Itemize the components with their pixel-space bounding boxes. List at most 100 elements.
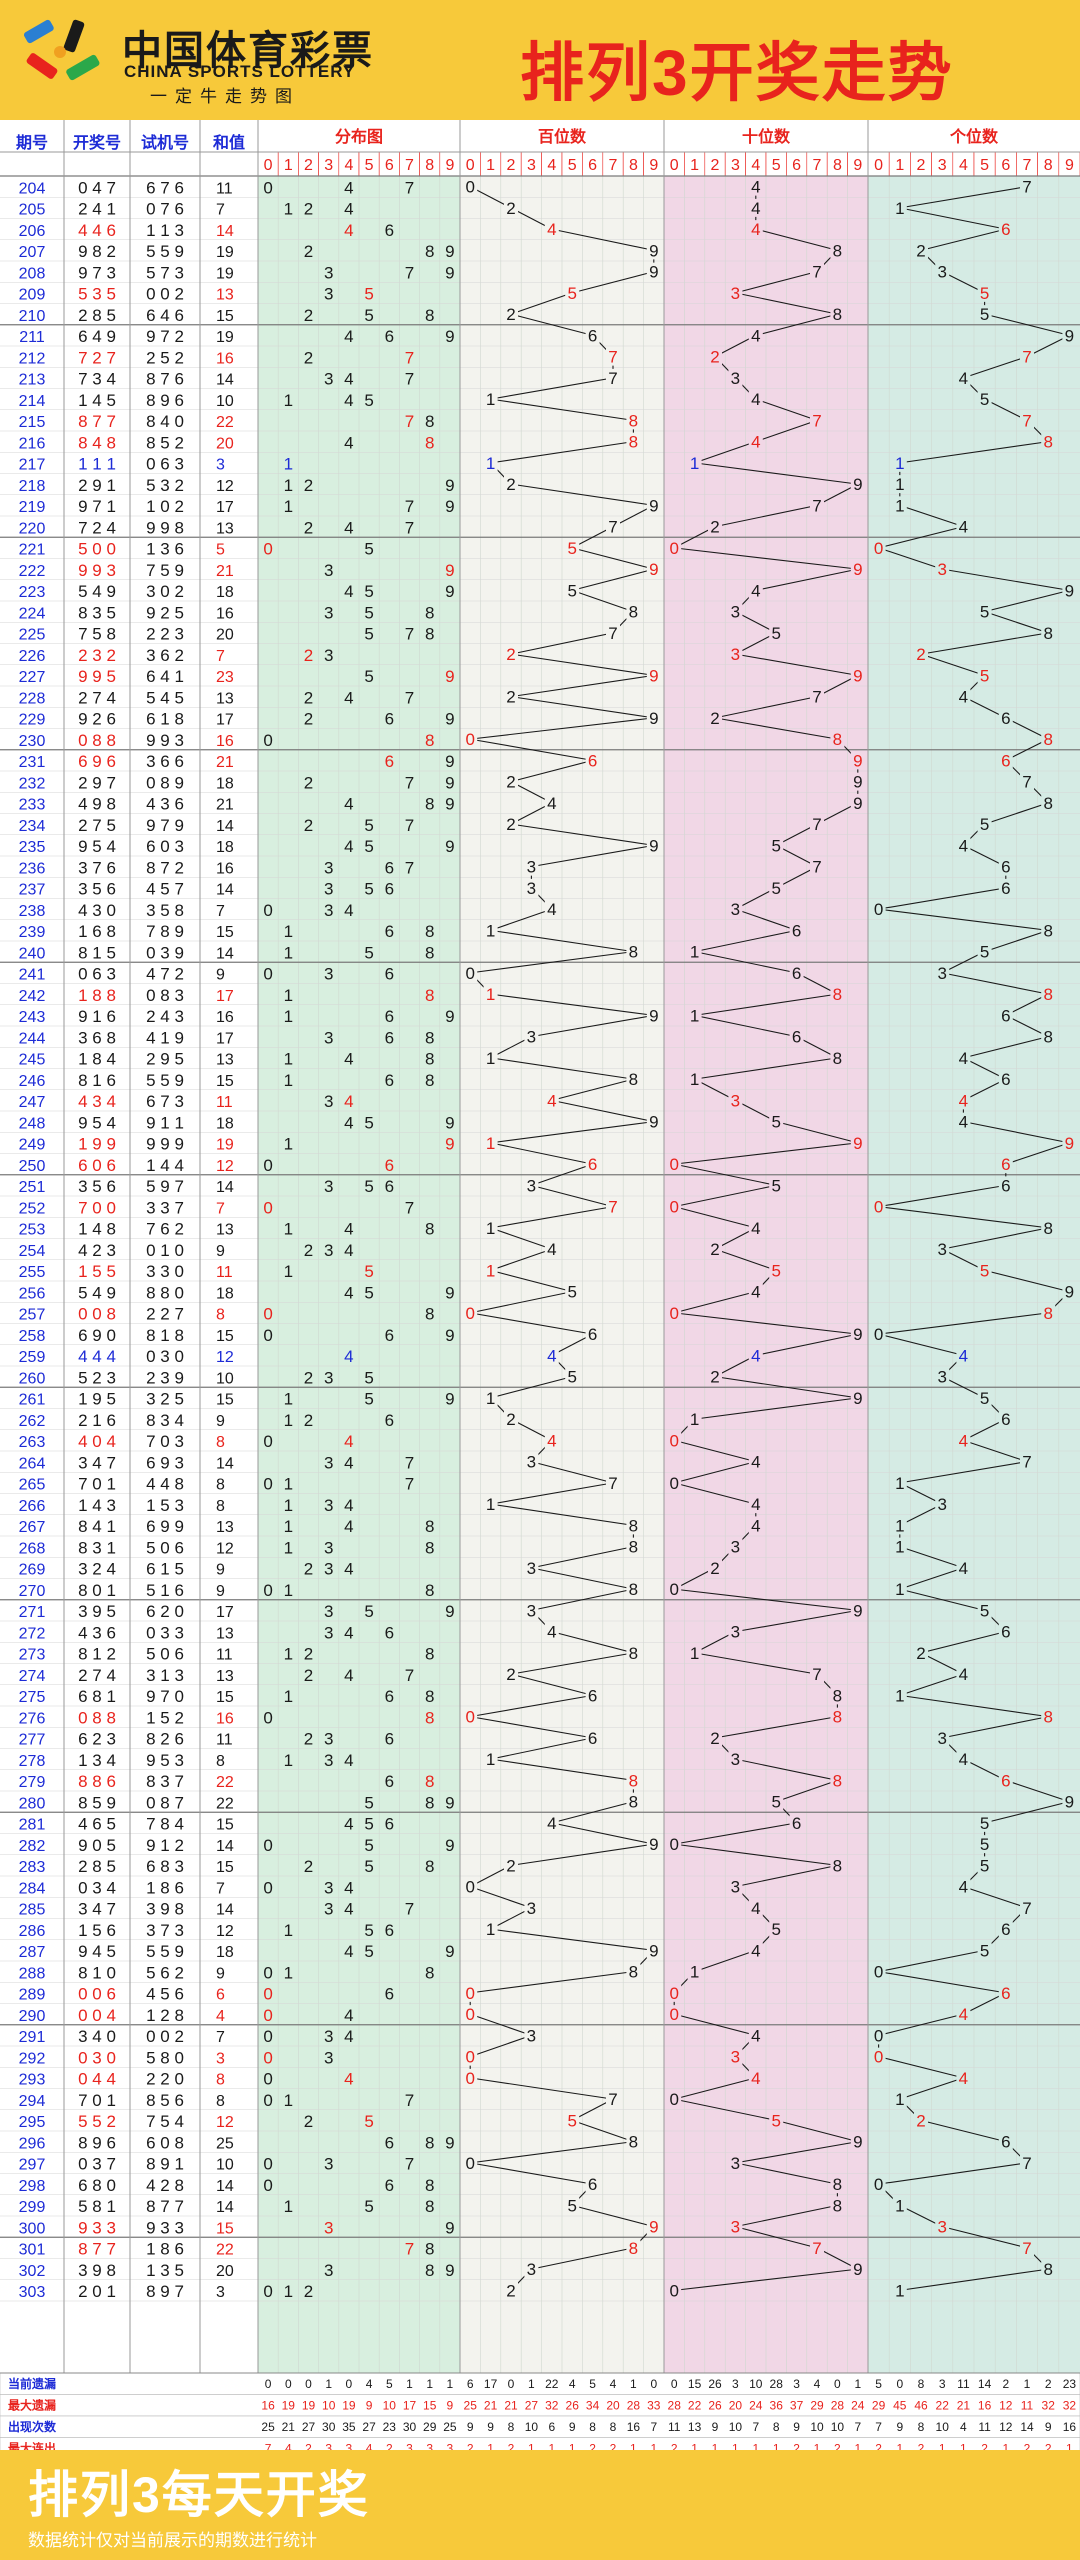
trend-line [878,887,1006,910]
trial-number: 0 3 3 [146,1623,184,1642]
trend-digit-bg [748,1346,763,1365]
distribution-digit: 8 [425,2261,434,2280]
period-label: 283 [19,1859,46,1876]
trend-line [490,377,614,400]
draw-number: 7 0 1 [78,2091,116,2110]
trend-digit: 4 [751,390,760,409]
trend-digit: 3 [527,858,536,877]
trend-digit: 1 [486,1920,495,1939]
trend-digit-bg [1041,1303,1056,1322]
distribution-digit: 1 [284,1687,293,1706]
column-header: 期号 [16,133,48,152]
trend-line [531,1014,654,1038]
trend-digit: 8 [833,730,842,749]
stats-value: 19 [302,2399,316,2413]
stats-value: 3 [732,2377,739,2391]
distribution-digit: 6 [385,1007,394,1026]
trend-line [878,908,1049,931]
stats-value: 1 [896,2442,903,2451]
stats-value: 3 [406,2442,413,2451]
trend-digit: 0 [465,2154,474,2173]
distribution-digit: 1 [284,986,293,1005]
trial-number: 2 4 3 [146,1007,184,1026]
trend-line [963,1992,1007,2015]
period-label: 213 [19,372,46,389]
header: 中国体育彩票 CHINA SPORTS LOTTERY 一定牛走势图 排列3开奖… [0,0,1080,120]
trend-line [984,313,1070,336]
trend-line [490,1269,573,1293]
period-label: 287 [19,1944,46,1961]
trend-digit: 5 [567,581,576,600]
distribution-digit: 1 [284,1921,293,1940]
trend-digit-bg [871,2026,886,2045]
distribution-digit: 7 [405,816,414,835]
stats-value: 4 [285,2442,292,2451]
trend-digit-bg [687,1962,702,1981]
trend-digit: 9 [853,1134,862,1153]
trend-digit: 3 [731,1538,740,1557]
digit-header: 3 [527,157,536,174]
stats-value: 27 [525,2399,539,2413]
trend-digit: 5 [771,1261,780,1280]
stats-value: 2 [875,2442,882,2451]
distribution-digit: 3 [324,2155,333,2174]
trend-line [735,2204,838,2228]
trend-line [694,1057,838,1080]
trend-digit-bg [708,708,722,727]
period-label: 236 [19,860,46,877]
trend-digit-bg [810,857,824,876]
sum-value: 9 [216,1243,225,1260]
period-label: 212 [19,350,46,367]
stats-value: 2 [508,2442,515,2451]
sum-value: 8 [216,1477,225,1494]
trend-digit: 0 [874,900,883,919]
trend-digit: 5 [771,624,780,643]
stats-value: 2 [305,2442,312,2451]
trend-digit-bg [687,453,702,472]
distribution-digit: 4 [344,178,353,197]
distribution-digit: 4 [344,1453,353,1472]
digit-header: 5 [980,157,989,174]
distribution-digit: 4 [344,391,353,410]
trend-digit: 7 [608,1474,617,1493]
stats-value: 33 [647,2399,661,2413]
trend-digit: 8 [629,2133,638,2152]
trend-digit: 3 [527,1559,536,1578]
trend-digit: 8 [629,1538,638,1557]
period-label: 275 [19,1689,46,1706]
trend-line [755,1333,858,1356]
period-label: 293 [19,2072,46,2089]
period-label: 285 [19,1902,46,1919]
distribution-digit: 8 [425,1708,434,1727]
trend-line [899,2077,964,2100]
trend-line [878,1312,1049,1335]
stats-value: 45 [893,2399,907,2413]
trend-digit-bg [850,666,865,685]
trend-line [963,1886,1028,1909]
trend-digit: 4 [547,220,556,239]
trend-digit-bg [504,1665,518,1684]
distribution-digit: 5 [364,1793,373,1812]
distribution-digit: 3 [324,965,333,984]
trend-line [984,589,1070,613]
trend-digit-bg [1062,581,1077,600]
period-label: 278 [19,1753,46,1770]
trial-number: 3 7 3 [146,1921,184,1940]
trend-line [714,1376,858,1399]
trend-digit: 5 [980,666,989,685]
trend-digit-bg [504,772,518,791]
trend-digit-bg [667,1473,682,1492]
trend-line [572,547,654,570]
trend-line [674,1439,756,1463]
sum-value: 17 [216,1030,234,1047]
trend-digit: 8 [833,1686,842,1705]
trend-digit: 1 [486,1389,495,1408]
draw-number: 9 7 1 [78,497,116,516]
trend-digit: 0 [669,1580,678,1599]
trend-digit-bg [606,1473,620,1492]
trend-digit-bg [626,1537,641,1556]
digit-header: 7 [609,157,618,174]
period-label: 219 [19,499,46,516]
draw-number: 3 5 6 [78,1177,116,1196]
stats-value: 23 [383,2420,397,2434]
